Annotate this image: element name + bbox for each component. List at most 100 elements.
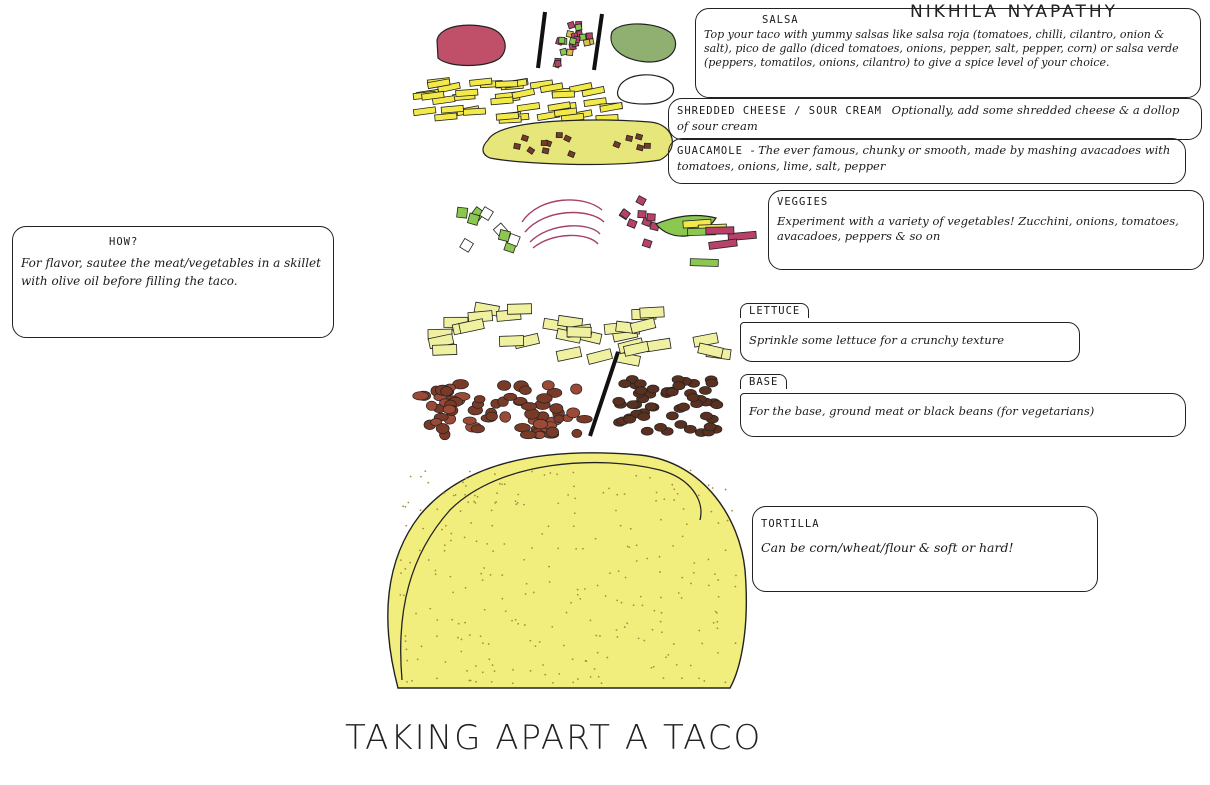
tortilla-speckle	[623, 493, 626, 495]
tortilla-speckle	[406, 680, 408, 683]
tortilla-speckle	[716, 620, 719, 623]
tortilla-speckle	[436, 619, 439, 621]
cheese-shred	[547, 101, 572, 112]
tomato-cube	[626, 218, 638, 229]
tortilla-speckle	[468, 470, 471, 473]
tortilla-speckle	[658, 555, 661, 558]
bean	[626, 400, 640, 410]
guacamole-chunks	[513, 132, 651, 159]
tortilla-speckle	[399, 559, 402, 562]
pico-cube	[566, 48, 574, 57]
tortilla-speckle	[680, 597, 683, 599]
tortilla-speckle	[450, 532, 453, 535]
tortilla-speckle	[655, 491, 658, 494]
tortilla-speckle	[524, 593, 527, 595]
tortilla-speckle	[490, 509, 493, 512]
lettuce-shred	[506, 303, 533, 315]
meat-crumb	[520, 402, 538, 411]
tortilla-speckle	[452, 591, 455, 594]
tortilla-speckle	[717, 579, 720, 581]
cheese-shred	[539, 82, 564, 94]
meat-crumb	[519, 430, 537, 440]
veggies-heading: VEGGIES	[777, 196, 829, 208]
tortilla-inner-edge	[400, 461, 702, 681]
meat-crumb	[470, 424, 485, 434]
pico-divider-right	[592, 13, 604, 71]
cheese-shred	[434, 112, 458, 122]
tortilla-speckle	[548, 565, 550, 568]
tortilla-speckle	[409, 561, 412, 564]
meat-crumb	[566, 407, 581, 419]
tortilla-speckle	[673, 488, 676, 491]
tortilla-speckle	[512, 668, 514, 671]
tortilla-text: Can be corn/wheat/flour & soft or hard!	[761, 540, 1014, 555]
guac-chunk	[625, 134, 634, 143]
tortilla-speckle	[464, 587, 467, 589]
tortilla-speckle	[551, 625, 554, 628]
tortilla-speckle	[635, 560, 638, 562]
tortilla-speckle	[486, 542, 489, 545]
tortilla-speckle	[626, 622, 629, 625]
tomato-dice	[618, 195, 660, 249]
tortilla-speckle	[584, 659, 587, 662]
tortilla-speckle	[639, 595, 642, 598]
tortilla-speckle	[482, 642, 484, 645]
author-name: NIKHILA NYAPATHY	[910, 2, 1119, 22]
tortilla-speckle	[402, 505, 405, 508]
tortilla-speckle	[576, 678, 579, 680]
cheese-shred	[426, 78, 451, 90]
tortilla-speckle	[707, 484, 710, 487]
tortilla-speckle	[404, 567, 407, 570]
bean	[644, 402, 658, 412]
salsa-verde-blob	[610, 23, 677, 63]
tortilla-speckle	[572, 525, 575, 528]
cheese-shred	[455, 88, 479, 98]
tortilla-speckle	[724, 681, 727, 684]
tortilla-speckle	[573, 512, 576, 515]
tortilla-speckle	[403, 594, 405, 597]
tortilla-speckle	[463, 536, 466, 539]
tortilla-speckle	[671, 483, 674, 486]
tortilla-speckle	[672, 544, 675, 547]
bean	[612, 396, 626, 406]
tortilla-speckle	[409, 475, 412, 478]
meat-crumb	[503, 392, 518, 401]
tortilla-speckle	[400, 572, 402, 575]
tortilla-speckle	[685, 523, 688, 526]
zucchini-cubes	[456, 206, 521, 254]
tortilla-speckle	[599, 635, 601, 637]
meat-crumb	[519, 385, 532, 395]
tortilla-speckle	[547, 525, 550, 528]
tortilla-speckle	[436, 677, 438, 680]
ground-meat	[412, 379, 593, 441]
tortilla-speckle	[589, 619, 592, 622]
tortilla-speckle	[548, 581, 551, 583]
tortilla-speckle	[443, 544, 446, 547]
tortilla-speckle	[641, 604, 644, 607]
tortilla-speckle	[531, 547, 533, 549]
tomato-cube	[619, 208, 631, 220]
tortilla-speckle	[616, 493, 619, 496]
tortilla-speckle	[498, 482, 501, 485]
tortilla-speckle	[436, 508, 439, 511]
tortilla-speckle	[629, 527, 632, 530]
tortilla-speckle	[602, 491, 605, 494]
tortilla-speckle	[659, 620, 662, 623]
tortilla-speckle	[517, 493, 520, 496]
tortilla-speckle	[476, 495, 479, 498]
guac-chunk	[540, 140, 548, 147]
tortilla-speckle	[420, 645, 423, 648]
base-divider	[588, 351, 620, 437]
tortilla-speckle	[653, 609, 656, 612]
tortilla-speckle	[501, 597, 504, 600]
bean	[683, 424, 697, 434]
bean	[674, 420, 688, 429]
tortilla-speckle	[443, 549, 446, 552]
veggies-text: Experiment with a variety of vegetables!…	[777, 214, 1179, 243]
tomato-cube	[641, 238, 653, 249]
base-heading: BASE	[740, 374, 788, 389]
tortilla-speckle	[494, 473, 496, 476]
tortilla-speckle	[552, 681, 554, 684]
guac-chunk	[541, 147, 550, 155]
